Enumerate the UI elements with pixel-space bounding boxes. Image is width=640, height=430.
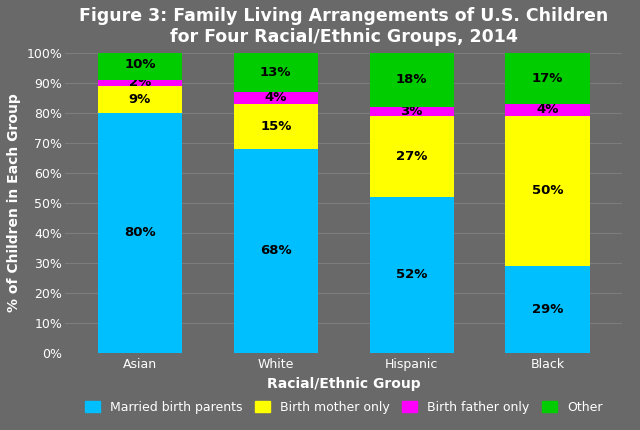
Text: 18%: 18% <box>396 74 428 86</box>
Bar <box>98 80 182 86</box>
Bar <box>234 53 318 92</box>
Bar <box>234 104 318 149</box>
Text: 4%: 4% <box>264 91 287 104</box>
Text: 29%: 29% <box>532 303 563 316</box>
Title: Figure 3: Family Living Arrangements of U.S. Children
for Four Racial/Ethnic Gro: Figure 3: Family Living Arrangements of … <box>79 7 609 46</box>
Text: 50%: 50% <box>532 184 563 197</box>
Text: 17%: 17% <box>532 72 563 85</box>
Text: 3%: 3% <box>401 105 423 118</box>
Bar <box>98 50 182 80</box>
Y-axis label: % of Children in Each Group: % of Children in Each Group <box>7 93 21 312</box>
Bar <box>369 197 454 353</box>
Text: 10%: 10% <box>124 58 156 71</box>
Bar <box>506 266 589 353</box>
Text: 2%: 2% <box>129 77 151 89</box>
Text: 15%: 15% <box>260 120 291 133</box>
Text: 27%: 27% <box>396 150 428 163</box>
Bar <box>369 107 454 116</box>
Bar <box>506 53 589 104</box>
X-axis label: Racial/Ethnic Group: Racial/Ethnic Group <box>267 377 420 391</box>
Text: 80%: 80% <box>124 226 156 239</box>
Bar <box>98 113 182 353</box>
Text: 4%: 4% <box>536 103 559 116</box>
Bar <box>98 86 182 113</box>
Bar <box>369 53 454 107</box>
Bar <box>234 92 318 104</box>
Text: 52%: 52% <box>396 268 428 281</box>
Text: 9%: 9% <box>129 93 151 106</box>
Text: 68%: 68% <box>260 244 292 257</box>
Bar <box>506 104 589 116</box>
Bar <box>369 116 454 197</box>
Text: 13%: 13% <box>260 66 292 79</box>
Bar <box>234 149 318 353</box>
Legend: Married birth parents, Birth mother only, Birth father only, Other: Married birth parents, Birth mother only… <box>85 401 602 414</box>
Bar <box>506 116 589 266</box>
